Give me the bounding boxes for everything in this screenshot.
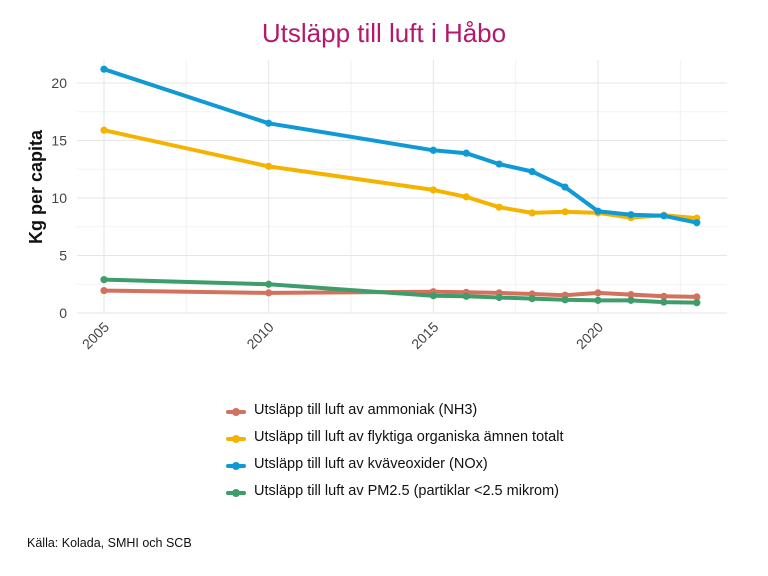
legend-swatch-dot [232, 408, 240, 416]
data-point [462, 149, 470, 157]
y-axis-label: Kg per capita [26, 129, 46, 244]
data-point [693, 293, 701, 301]
data-point [265, 280, 273, 288]
data-point [561, 208, 569, 216]
series-group [100, 276, 701, 307]
legend-key [226, 402, 246, 420]
legend-key [226, 429, 246, 447]
series-lines [100, 65, 701, 307]
data-point [265, 119, 273, 127]
y-tick-label: 0 [59, 305, 67, 321]
chart-title: Utsläpp till luft i Håbo [261, 18, 507, 48]
y-tick-label: 20 [51, 75, 67, 91]
data-point [100, 286, 108, 295]
data-point [429, 186, 437, 194]
data-point [495, 293, 503, 302]
legend-item: Utsläpp till luft av flyktiga organiska … [226, 429, 646, 447]
x-tick-label: 2015 [408, 319, 441, 352]
y-tick-label: 5 [59, 248, 67, 264]
data-point [594, 207, 602, 215]
data-point [660, 212, 668, 220]
legend-swatch-dot [232, 435, 240, 443]
data-point [693, 219, 701, 227]
data-point [100, 276, 108, 284]
legend-item: Utsläpp till luft av ammoniak (NH3) [226, 402, 646, 420]
legend-key [226, 456, 246, 474]
data-point [462, 193, 470, 201]
data-point [693, 299, 701, 307]
data-point [627, 211, 635, 219]
data-point [561, 183, 569, 191]
x-axis-ticks: 2005 2010 2015 2020 [79, 319, 606, 352]
data-point [462, 292, 470, 300]
legend-label: Utsläpp till luft av flyktiga organiska … [254, 429, 564, 445]
data-point [495, 203, 503, 211]
data-point [100, 65, 108, 73]
x-tick-label: 2020 [573, 319, 606, 352]
legend-label: Utsläpp till luft av ammoniak (NH3) [254, 402, 478, 418]
data-point [429, 146, 437, 154]
data-point [528, 167, 536, 176]
series-line [102, 67, 699, 225]
data-point [594, 289, 602, 297]
legend-label: Utsläpp till luft av PM2.5 (partiklar <2… [254, 483, 559, 499]
line-chart: 0 5 10 15 20 2005 2010 2015 2020 Kg per capita [26, 60, 727, 352]
data-point [100, 126, 108, 134]
x-tick-label: 2005 [79, 319, 112, 352]
data-point [627, 296, 635, 304]
data-point [528, 209, 536, 217]
source-note: Källa: Kolada, SMHI och SCB [27, 536, 192, 550]
legend: Utsläpp till luft av ammoniak (NH3) Utsl… [226, 402, 646, 510]
data-point [594, 296, 602, 304]
y-tick-label: 15 [51, 133, 67, 149]
legend-item: Utsläpp till luft av kväveoxider (NOx) [226, 456, 646, 474]
legend-swatch-dot [232, 489, 240, 497]
x-tick-label: 2010 [243, 319, 276, 352]
data-point [265, 162, 273, 170]
data-point [561, 296, 569, 304]
grid-lines [77, 60, 727, 314]
y-tick-label: 10 [51, 190, 67, 206]
legend-label: Utsläpp till luft av kväveoxider (NOx) [254, 456, 488, 472]
data-point [495, 160, 503, 168]
data-point [627, 291, 635, 299]
data-point [528, 295, 536, 303]
series-group [100, 65, 701, 227]
data-point [660, 298, 668, 306]
legend-item: Utsläpp till luft av PM2.5 (partiklar <2… [226, 483, 646, 501]
legend-key [226, 483, 246, 501]
y-axis-ticks: 0 5 10 15 20 [51, 75, 67, 321]
data-point [429, 292, 437, 300]
data-point [265, 289, 273, 297]
data-point [660, 292, 668, 300]
legend-swatch-dot [232, 462, 240, 470]
